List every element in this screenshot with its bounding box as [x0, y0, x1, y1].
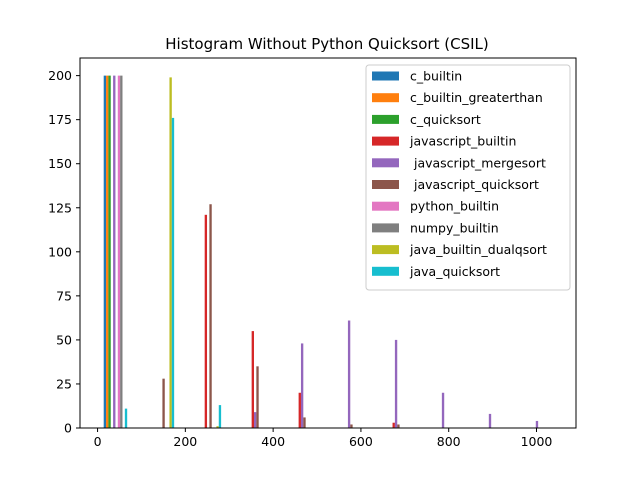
legend-swatch [372, 180, 399, 189]
bar-java_builtin_dualqsort-bin-2 [216, 426, 219, 428]
bar-javascript_mergesort-bin-7 [441, 392, 445, 428]
y-tick-label: 50 [56, 332, 72, 347]
y-tick-label: 150 [48, 156, 72, 171]
legend-label: java_builtin_dualqsort [409, 242, 547, 257]
bar-javascript_builtin-bin-2 [204, 214, 208, 428]
bar-javascript_quicksort-bin-4 [303, 417, 306, 428]
x-tick-label: 400 [261, 434, 285, 449]
bar-javascript_quicksort-bin-2 [209, 204, 212, 428]
legend-swatch [372, 158, 399, 168]
bar-javascript_builtin-bin-4 [298, 392, 301, 428]
bar-javascript_quicksort-bin-6 [397, 424, 400, 428]
bar-javascript_mergesort-bin-4 [300, 343, 304, 428]
bar-javascript_quicksort-bin-5 [350, 424, 353, 428]
y-tick-label: 0 [64, 421, 72, 436]
legend-label: numpy_builtin [410, 220, 499, 235]
bar-javascript_quicksort-bin-1 [162, 378, 165, 428]
bar-c_builtin_greaterthan-bin-0 [106, 75, 109, 428]
bar-javascript_builtin-bin-3 [251, 331, 254, 428]
legend-swatch [372, 223, 399, 233]
bar-javascript_mergesort-bin-8 [488, 413, 492, 428]
bar-javascript_mergesort-bin-0 [113, 75, 116, 428]
bar-javascript_mergesort-bin-6 [394, 339, 398, 428]
legend-swatch [372, 93, 399, 103]
bar-javascript_mergesort-bin-9 [535, 420, 539, 428]
y-tick-label: 25 [56, 376, 72, 391]
legend-swatch [372, 136, 399, 146]
y-axis: 0 25 50 75 100 125 150 175 200 [48, 68, 80, 436]
bar-javascript_quicksort-bin-3 [256, 366, 259, 428]
legend-label: c_quicksort [410, 112, 481, 127]
x-tick-label: 800 [437, 434, 461, 449]
bar-python_builtin-bin-0 [117, 75, 121, 428]
bar-java_builtin_dualqsort-bin-1 [169, 77, 172, 428]
legend: c_builtin c_builtin_greaterthan c_quicksor… [365, 64, 571, 291]
x-tick-label: 600 [349, 434, 373, 449]
y-tick-label: 175 [48, 112, 72, 127]
bar-numpy_builtin-bin-0 [120, 75, 123, 428]
x-tick-label: 1000 [521, 434, 553, 449]
legend-swatch [372, 245, 399, 255]
y-tick-label: 75 [56, 288, 72, 303]
bar-c_builtin-bin-0 [103, 75, 107, 428]
bar-javascript_mergesort-bin-5 [347, 320, 351, 428]
y-tick-label: 200 [48, 68, 72, 83]
bars-group [103, 75, 539, 429]
legend-label: python_builtin [410, 199, 499, 214]
legend-box [365, 64, 571, 291]
legend-label: c_builtin_greaterthan [410, 90, 543, 105]
bar-java_quicksort-bin-1 [171, 117, 175, 429]
y-tick-label: 125 [48, 200, 72, 215]
bar-c_quicksort-bin-0 [108, 75, 111, 428]
legend-label: javascript_quicksort [410, 177, 539, 192]
x-tick-label: 0 [94, 434, 102, 449]
bar-javascript_mergesort-bin-3 [253, 412, 257, 428]
chart-title: Histogram Without Python Quicksort (CSIL… [165, 35, 488, 53]
x-tick-label: 200 [173, 434, 197, 449]
legend-label: java_quicksort [409, 264, 500, 279]
y-tick-label: 100 [48, 244, 72, 259]
legend-label: javascript_mergesort [410, 155, 546, 170]
legend-swatch [372, 266, 399, 276]
legend-swatch [372, 71, 399, 81]
legend-swatch [372, 201, 399, 211]
plot-frame [79, 57, 577, 429]
legend-swatch [372, 114, 399, 124]
bar-javascript_builtin-bin-6 [392, 422, 395, 428]
x-axis: 0 200 400 600 800 1000 [94, 428, 553, 449]
legend-label: c_builtin [410, 69, 462, 84]
legend-label: javascript_builtin [409, 134, 516, 149]
bar-java_quicksort-bin-2 [218, 405, 222, 428]
bar-java_quicksort-bin-0 [124, 408, 128, 428]
